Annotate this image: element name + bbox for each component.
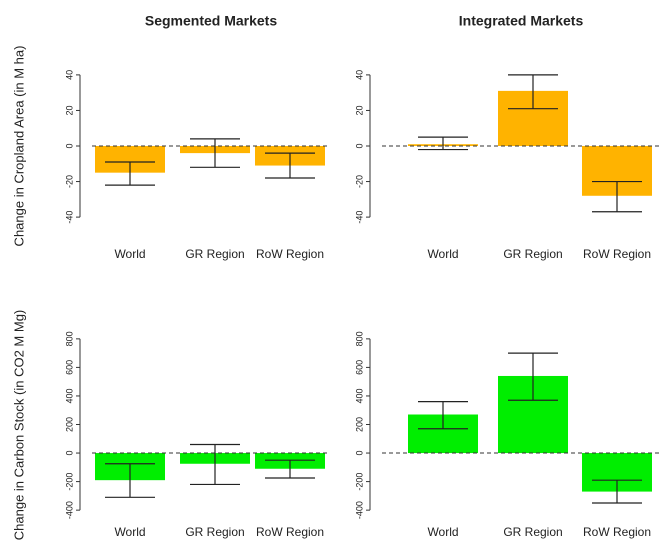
x-tick-label: GR Region (503, 525, 562, 539)
y-tick-label: 0 (64, 451, 74, 456)
y-tick-label: -200 (354, 473, 364, 491)
y-tick-label: 20 (64, 105, 74, 115)
x-tick-label: RoW Region (256, 525, 324, 539)
y-tick-label: 0 (354, 451, 364, 456)
x-tick-label: World (427, 525, 458, 539)
y-tick-label: 600 (354, 360, 364, 375)
error-bar (265, 152, 315, 179)
x-tick-label: RoW Region (583, 525, 651, 539)
y-tick-label: 40 (354, 70, 364, 80)
y-tick-label: 40 (64, 70, 74, 80)
error-bar (418, 136, 468, 151)
error-bar (592, 180, 642, 213)
y-tick-label: -20 (354, 175, 364, 188)
y-tick-label: 200 (64, 417, 74, 432)
x-tick-label: GR Region (503, 247, 562, 261)
error-bar (418, 401, 468, 430)
y-tick-label: -40 (354, 211, 364, 224)
y-axis-label: Change in Cropland Area (in M ha) (11, 46, 26, 247)
y-tick-label: -20 (64, 175, 74, 188)
y-tick-label: 800 (64, 331, 74, 346)
error-bar (265, 459, 315, 479)
error-bar (190, 138, 240, 168)
error-bar (592, 479, 642, 504)
x-tick-label: RoW Region (256, 247, 324, 261)
y-tick-label: 200 (354, 417, 364, 432)
y-tick-label: 600 (64, 360, 74, 375)
panel-title: Integrated Markets (459, 13, 584, 29)
y-tick-label: 0 (354, 143, 364, 148)
x-tick-label: World (114, 247, 145, 261)
x-tick-label: World (114, 525, 145, 539)
y-tick-label: 400 (64, 388, 74, 403)
y-tick-label: 400 (354, 388, 364, 403)
y-tick-label: 20 (354, 105, 364, 115)
y-tick-label: -400 (64, 501, 74, 519)
error-bar (508, 352, 558, 401)
y-axis-label: Change in Carbon Stock (in CO2 M Mg) (11, 310, 26, 540)
error-bar (105, 161, 155, 186)
x-tick-label: World (427, 247, 458, 261)
y-tick-label: -200 (64, 473, 74, 491)
error-bar (508, 74, 558, 110)
y-tick-label: 800 (354, 331, 364, 346)
y-tick-label: -40 (64, 211, 74, 224)
error-bar (105, 463, 155, 498)
x-tick-label: GR Region (185, 525, 244, 539)
y-tick-label: 0 (64, 143, 74, 148)
y-tick-label: -400 (354, 501, 364, 519)
panel-title: Segmented Markets (145, 13, 277, 29)
error-bar (190, 443, 240, 486)
x-tick-label: RoW Region (583, 247, 651, 261)
x-tick-label: GR Region (185, 247, 244, 261)
